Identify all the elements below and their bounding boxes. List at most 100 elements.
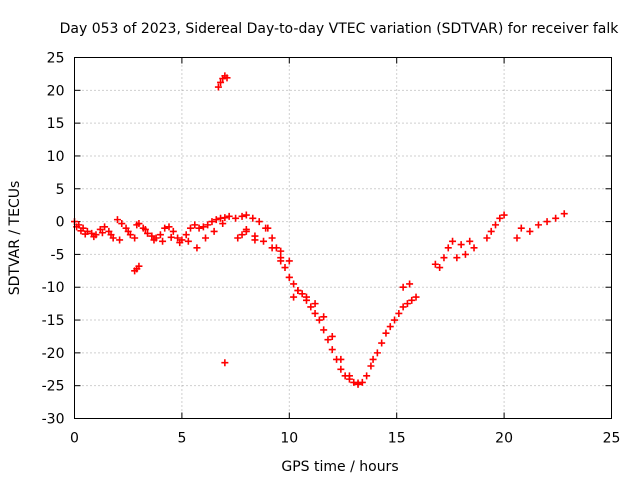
data-point xyxy=(369,355,377,363)
x-tick-label: 15 xyxy=(388,431,406,447)
data-point xyxy=(373,349,381,357)
data-point xyxy=(277,257,285,265)
y-tick-label: 10 xyxy=(47,149,65,165)
data-point xyxy=(281,264,289,272)
data-point xyxy=(150,236,158,244)
data-point xyxy=(436,264,444,272)
y-tick-label: -5 xyxy=(51,247,65,263)
data-point xyxy=(391,316,399,324)
x-axis-label: GPS time / hours xyxy=(281,459,398,475)
data-point xyxy=(223,74,231,82)
data-point xyxy=(251,236,259,244)
y-tick-label: -20 xyxy=(42,346,65,362)
data-point xyxy=(496,214,504,222)
data-point xyxy=(113,216,121,224)
data-point xyxy=(320,326,328,334)
data-point xyxy=(204,221,212,229)
data-point xyxy=(311,300,319,308)
data-point xyxy=(135,262,143,270)
data-point xyxy=(345,372,353,380)
data-point xyxy=(337,365,345,373)
data-point xyxy=(440,254,448,262)
data-point xyxy=(466,237,474,245)
data-point xyxy=(167,233,175,241)
data-point xyxy=(116,236,124,244)
data-point xyxy=(378,339,386,347)
data-point xyxy=(487,227,495,235)
data-point xyxy=(290,293,298,301)
data-point xyxy=(144,229,152,237)
y-axis-label: SDTVAR / TECUs xyxy=(7,181,23,296)
data-point xyxy=(193,244,201,252)
data-point xyxy=(302,293,310,301)
y-tick-label: -15 xyxy=(42,313,65,329)
data-point xyxy=(517,224,525,232)
y-tick-label: 20 xyxy=(47,83,65,99)
chart-title: Day 053 of 2023, Sidereal Day-to-day VTE… xyxy=(60,21,620,37)
data-point xyxy=(483,234,491,242)
data-point xyxy=(457,241,465,249)
data-point xyxy=(232,214,240,222)
data-point xyxy=(191,221,199,229)
data-point xyxy=(264,224,272,232)
data-point xyxy=(277,247,285,255)
data-point xyxy=(513,234,521,242)
y-tick-label: 0 xyxy=(56,215,65,231)
data-point xyxy=(221,359,229,367)
data-point xyxy=(408,296,416,304)
grid-lines xyxy=(74,57,612,419)
data-point xyxy=(165,223,173,231)
data-point xyxy=(186,224,194,232)
data-point xyxy=(367,362,375,370)
x-tick-label: 25 xyxy=(603,431,621,447)
data-point xyxy=(260,237,268,245)
data-point xyxy=(453,254,461,262)
data-point xyxy=(285,273,293,281)
x-tick-labels: 0 5 10 15 20 25 xyxy=(70,431,620,447)
data-point xyxy=(148,232,156,240)
data-point xyxy=(174,234,182,242)
data-point xyxy=(255,218,263,226)
data-point xyxy=(285,257,293,265)
data-point xyxy=(311,309,319,317)
data-point xyxy=(217,78,225,86)
data-point xyxy=(449,237,457,245)
data-point xyxy=(161,224,169,232)
scatter-points xyxy=(71,72,568,388)
data-point xyxy=(124,227,132,235)
data-point xyxy=(101,223,109,231)
data-point xyxy=(133,221,141,229)
data-point xyxy=(234,234,242,242)
x-tick-label: 0 xyxy=(70,431,79,447)
data-point xyxy=(560,210,568,218)
y-tick-label: -25 xyxy=(42,379,65,395)
data-point xyxy=(238,231,246,239)
data-point xyxy=(290,280,298,288)
data-point xyxy=(208,218,216,226)
data-point xyxy=(552,214,560,222)
data-point xyxy=(182,231,190,239)
data-point xyxy=(242,225,250,233)
data-point xyxy=(242,211,250,219)
data-point xyxy=(225,212,233,220)
data-point xyxy=(382,329,390,337)
data-point xyxy=(176,239,184,247)
data-point xyxy=(98,229,106,237)
data-point xyxy=(118,220,126,228)
data-point xyxy=(399,283,407,291)
data-point xyxy=(470,244,478,252)
data-point xyxy=(403,300,411,308)
data-point xyxy=(268,234,276,242)
data-point xyxy=(461,250,469,258)
data-point xyxy=(412,293,420,301)
data-point xyxy=(324,336,332,344)
data-point xyxy=(444,244,452,252)
y-tick-labels: 25 20 15 10 5 0 -5 -10 -15 -20 -25 -30 xyxy=(42,51,65,428)
data-point xyxy=(219,220,227,228)
data-point xyxy=(77,227,85,235)
data-point xyxy=(363,372,371,380)
data-point xyxy=(81,230,89,238)
data-point xyxy=(431,260,439,268)
data-point xyxy=(534,221,542,229)
